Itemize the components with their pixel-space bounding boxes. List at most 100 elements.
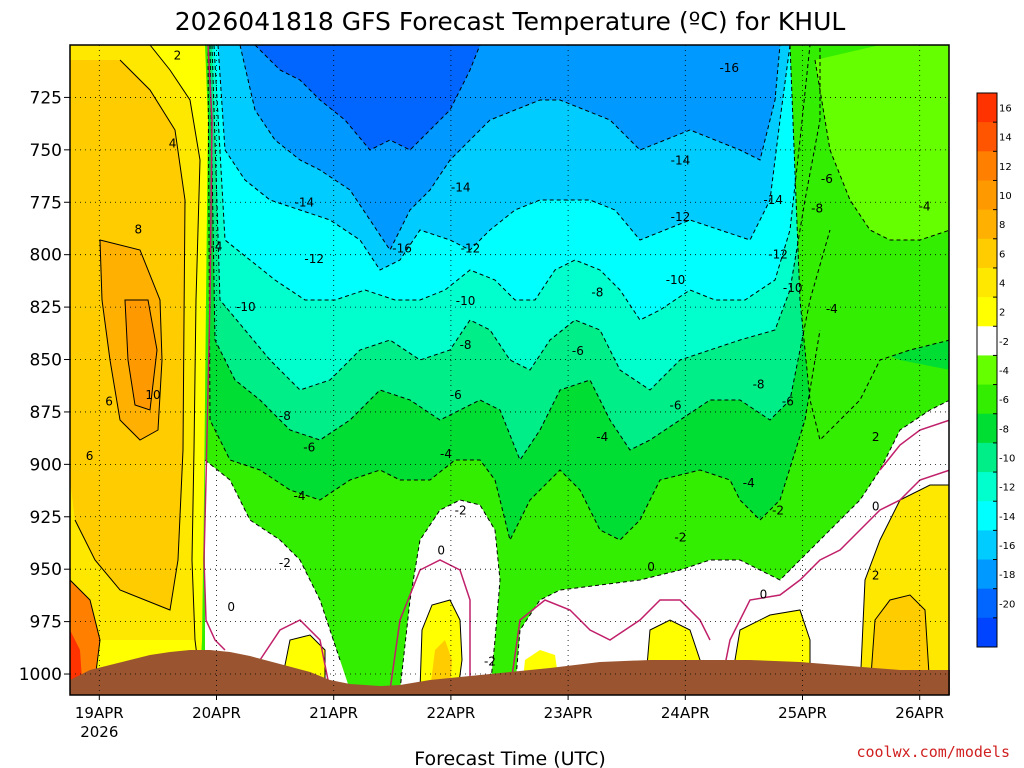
colorbar-segment bbox=[977, 588, 997, 619]
colorbar-segment bbox=[977, 267, 997, 298]
contour-label: -16 bbox=[392, 241, 412, 255]
colorbar-segment bbox=[977, 617, 997, 648]
colorbar-label: -16 bbox=[999, 541, 1015, 552]
x-tick-label: 26APR bbox=[895, 704, 944, 722]
colorbar-label: -8 bbox=[999, 424, 1009, 435]
y-tick-label: 750 bbox=[30, 141, 62, 161]
negative-contours bbox=[204, 45, 949, 691]
fill-minus16-east bbox=[645, 45, 780, 90]
colorbar-label: 6 bbox=[999, 249, 1005, 260]
y-tick-label: 725 bbox=[30, 88, 62, 108]
contour-label: -4 bbox=[826, 302, 838, 316]
contour-label: -10 bbox=[236, 300, 256, 314]
positive-contours bbox=[70, 45, 949, 691]
contour-label: -2 bbox=[455, 503, 467, 517]
fill-pos-east2 bbox=[870, 595, 930, 690]
x-tick-label: 22APR bbox=[426, 704, 475, 722]
fill-pos-mid1b bbox=[430, 640, 452, 690]
colorbar-label: -14 bbox=[999, 512, 1015, 523]
contour-label: -6 bbox=[821, 172, 833, 186]
colorbar-label: 4 bbox=[999, 279, 1005, 290]
contour-label: 6 bbox=[105, 394, 113, 408]
y-tick-label: 850 bbox=[30, 351, 62, 371]
contour-label: -2 bbox=[279, 556, 291, 570]
colorbar-segment bbox=[977, 209, 997, 240]
colorbar-label: 16 bbox=[999, 104, 1012, 115]
y-tick-label: 875 bbox=[30, 403, 62, 423]
x-tick-sublabel: 2026 bbox=[80, 723, 118, 741]
x-tick-label: 20APR bbox=[192, 704, 241, 722]
contour-label: 8 bbox=[135, 223, 143, 237]
contour-label: -4 bbox=[211, 239, 223, 253]
contour-label: -8 bbox=[811, 202, 823, 216]
x-tick-label: 21APR bbox=[309, 704, 358, 722]
contour-label: 4 bbox=[169, 137, 177, 151]
y-tick-label: 825 bbox=[30, 298, 62, 318]
colorbar-label: -12 bbox=[999, 483, 1015, 494]
contour-label: -2 bbox=[484, 654, 496, 668]
colorbar-segment bbox=[977, 238, 997, 269]
fill-white-east bbox=[515, 400, 949, 690]
colorbar-segment bbox=[977, 151, 997, 181]
contour-label: -4 bbox=[596, 430, 608, 444]
contour-label: -4 bbox=[919, 199, 931, 213]
plot-border bbox=[69, 44, 950, 696]
y-tick-label: 925 bbox=[30, 508, 62, 528]
contour-label: 0 bbox=[437, 543, 445, 557]
fill-warm-8-10 bbox=[125, 300, 157, 410]
y-axis: 725 750 775 800 825 850 875 900 925 950 975 1000 bbox=[19, 88, 70, 685]
contour-label: 6 bbox=[86, 449, 94, 463]
y-tick-label: 800 bbox=[30, 246, 62, 266]
y-tick-label: 900 bbox=[30, 455, 62, 475]
fill-white-west bbox=[205, 460, 350, 690]
contour-label: -14 bbox=[763, 193, 783, 207]
contour-label: -4 bbox=[440, 447, 452, 461]
colorbar-segment bbox=[977, 413, 997, 444]
colorbar-label: -18 bbox=[999, 570, 1015, 581]
contour-label: 2 bbox=[174, 48, 182, 62]
contour-label: -2 bbox=[674, 531, 686, 545]
contour-label: -10 bbox=[783, 281, 803, 295]
contour-label: -10 bbox=[456, 294, 476, 308]
plot-area bbox=[70, 45, 949, 695]
contour-label: -8 bbox=[279, 409, 291, 423]
x-tick-label: 25APR bbox=[778, 704, 827, 722]
contour-label: -16 bbox=[719, 61, 739, 75]
contour-label: 0 bbox=[872, 499, 880, 513]
colorbar-label: 12 bbox=[999, 162, 1012, 173]
contour-label: -14 bbox=[451, 181, 471, 195]
colorbar-label: -4 bbox=[999, 366, 1009, 377]
fill-minus2-east bbox=[815, 45, 949, 240]
contour-label: -4 bbox=[743, 476, 755, 490]
contour-label: -14 bbox=[671, 153, 691, 167]
y-tick-label: 775 bbox=[30, 193, 62, 213]
contour-label: -6 bbox=[670, 399, 682, 413]
colorbar-label: -10 bbox=[999, 453, 1015, 464]
contour-label: 2 bbox=[872, 568, 880, 582]
contour-label: -6 bbox=[450, 388, 462, 402]
colorbar-segment bbox=[977, 501, 997, 531]
contour-label: 0 bbox=[760, 587, 768, 601]
contour-label: 0 bbox=[647, 560, 655, 574]
x-tick-label: 23APR bbox=[544, 704, 593, 722]
y-tick-label: 975 bbox=[30, 613, 62, 633]
contour-label: 2 bbox=[872, 430, 880, 444]
y-tick-label: 950 bbox=[30, 560, 62, 580]
colorbar-label: 8 bbox=[999, 220, 1005, 231]
chart-title: 2026041818 GFS Forecast Temperature (ºC)… bbox=[175, 7, 846, 36]
contour-label: -6 bbox=[782, 394, 794, 408]
colorbar-label: -2 bbox=[999, 337, 1009, 348]
gridlines bbox=[70, 45, 949, 695]
colorbar-label: -20 bbox=[999, 599, 1015, 610]
terrain-surface bbox=[70, 650, 950, 695]
credit-link[interactable]: coolwx.com/models bbox=[856, 743, 1010, 761]
contour-label: -6 bbox=[572, 344, 584, 358]
colorbar-segment bbox=[977, 93, 997, 123]
colorbar-segment bbox=[977, 472, 997, 502]
x-tick-label: 24APR bbox=[661, 704, 710, 722]
contour-label: -12 bbox=[304, 252, 324, 266]
colorbar-segment bbox=[977, 559, 997, 590]
contour-label: -8 bbox=[591, 285, 603, 299]
contour-label: 10 bbox=[145, 388, 160, 402]
y-tick-label: 1000 bbox=[19, 665, 62, 685]
